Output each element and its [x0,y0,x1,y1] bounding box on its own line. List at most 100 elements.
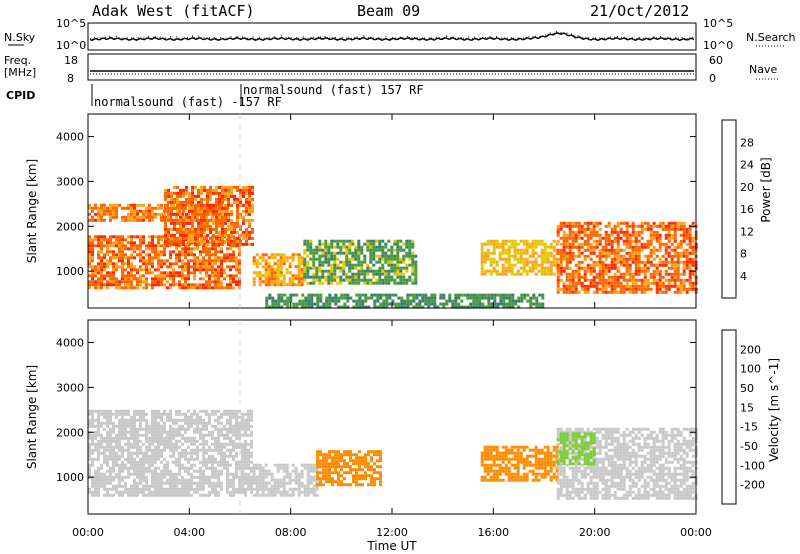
data-cell [496,305,500,309]
data-cell [306,487,310,491]
data-cell [315,275,319,279]
data-cell [400,302,404,306]
data-cell [516,460,520,464]
data-cell [685,290,689,294]
data-cell [199,418,202,422]
data-cell [405,269,409,273]
data-cell [619,254,623,258]
data-cell [676,260,680,264]
data-cell [238,424,241,428]
data-cell [217,442,220,446]
data-cell [634,242,638,246]
data-cell [267,493,271,497]
data-cell [505,293,509,297]
data-cell [634,269,638,273]
data-cell [367,468,370,472]
data-cell [103,484,106,488]
data-cell [571,269,575,273]
data-cell [375,254,379,258]
data-cell [109,427,112,431]
data-cell [616,266,620,270]
data-cell [157,430,160,434]
data-cell [169,454,172,458]
data-cell [520,299,524,303]
data-cell [607,266,611,270]
data-cell [316,453,319,457]
data-cell [531,454,535,458]
data-cell [622,233,626,237]
data-cell [121,448,124,452]
data-cell [160,412,163,416]
data-cell [160,244,163,248]
data-cell [176,209,179,213]
data-cell [157,280,160,284]
data-cell [637,248,641,252]
data-cell [652,263,656,267]
data-cell [489,463,493,467]
data-cell [136,412,139,416]
data-cell [301,305,305,309]
data-cell [501,248,505,252]
data-cell [610,284,614,288]
data-cell [208,265,211,269]
data-cell [106,421,109,425]
data-cell [568,284,572,288]
data-cell [513,472,517,476]
data-cell [127,212,130,216]
data-cell [504,466,508,470]
data-cell [294,475,298,479]
data-cell [187,481,190,485]
data-cell [408,248,412,252]
data-cell [127,215,130,219]
data-cell [197,209,200,213]
data-cell [552,245,556,249]
data-cell [244,442,247,446]
data-cell [145,481,148,485]
data-cell [604,248,608,252]
data-cell [480,245,484,249]
data-cell [205,409,208,413]
data-cell [223,427,226,431]
data-cell [208,283,211,287]
data-cell [327,254,331,258]
data-cell [688,257,692,261]
data-cell [214,412,217,416]
data-cell [118,421,121,425]
data-cell [291,487,295,491]
data-cell [235,256,238,260]
data-cell [667,260,671,264]
nave-tick-bottom: 0 [709,72,716,85]
data-cell [391,299,395,303]
data-cell [154,439,157,443]
data-cell [241,484,244,488]
data-cell [276,478,280,482]
data-cell [510,269,514,273]
data-cell [136,271,139,275]
data-cell [91,215,94,219]
data-cell [537,263,541,267]
data-cell [199,259,202,263]
data-cell [220,421,223,425]
data-cell [376,293,380,297]
data-cell [244,433,247,437]
data-cell [357,239,361,243]
data-cell [574,263,578,267]
data-cell [160,277,163,281]
data-cell [661,224,665,228]
data-cell [330,242,334,246]
data-cell [279,274,283,278]
data-cell [235,427,238,431]
data-cell [339,266,343,270]
data-cell [148,490,151,494]
data-cell [226,247,229,251]
data-cell [139,490,142,494]
data-cell [279,484,283,488]
data-cell [577,260,581,264]
data-cell [151,427,154,431]
data-cell [273,487,277,491]
data-cell [97,493,100,497]
data-cell [185,218,188,222]
data-cell [157,262,160,266]
data-cell [115,475,118,479]
data-cell [157,250,160,254]
